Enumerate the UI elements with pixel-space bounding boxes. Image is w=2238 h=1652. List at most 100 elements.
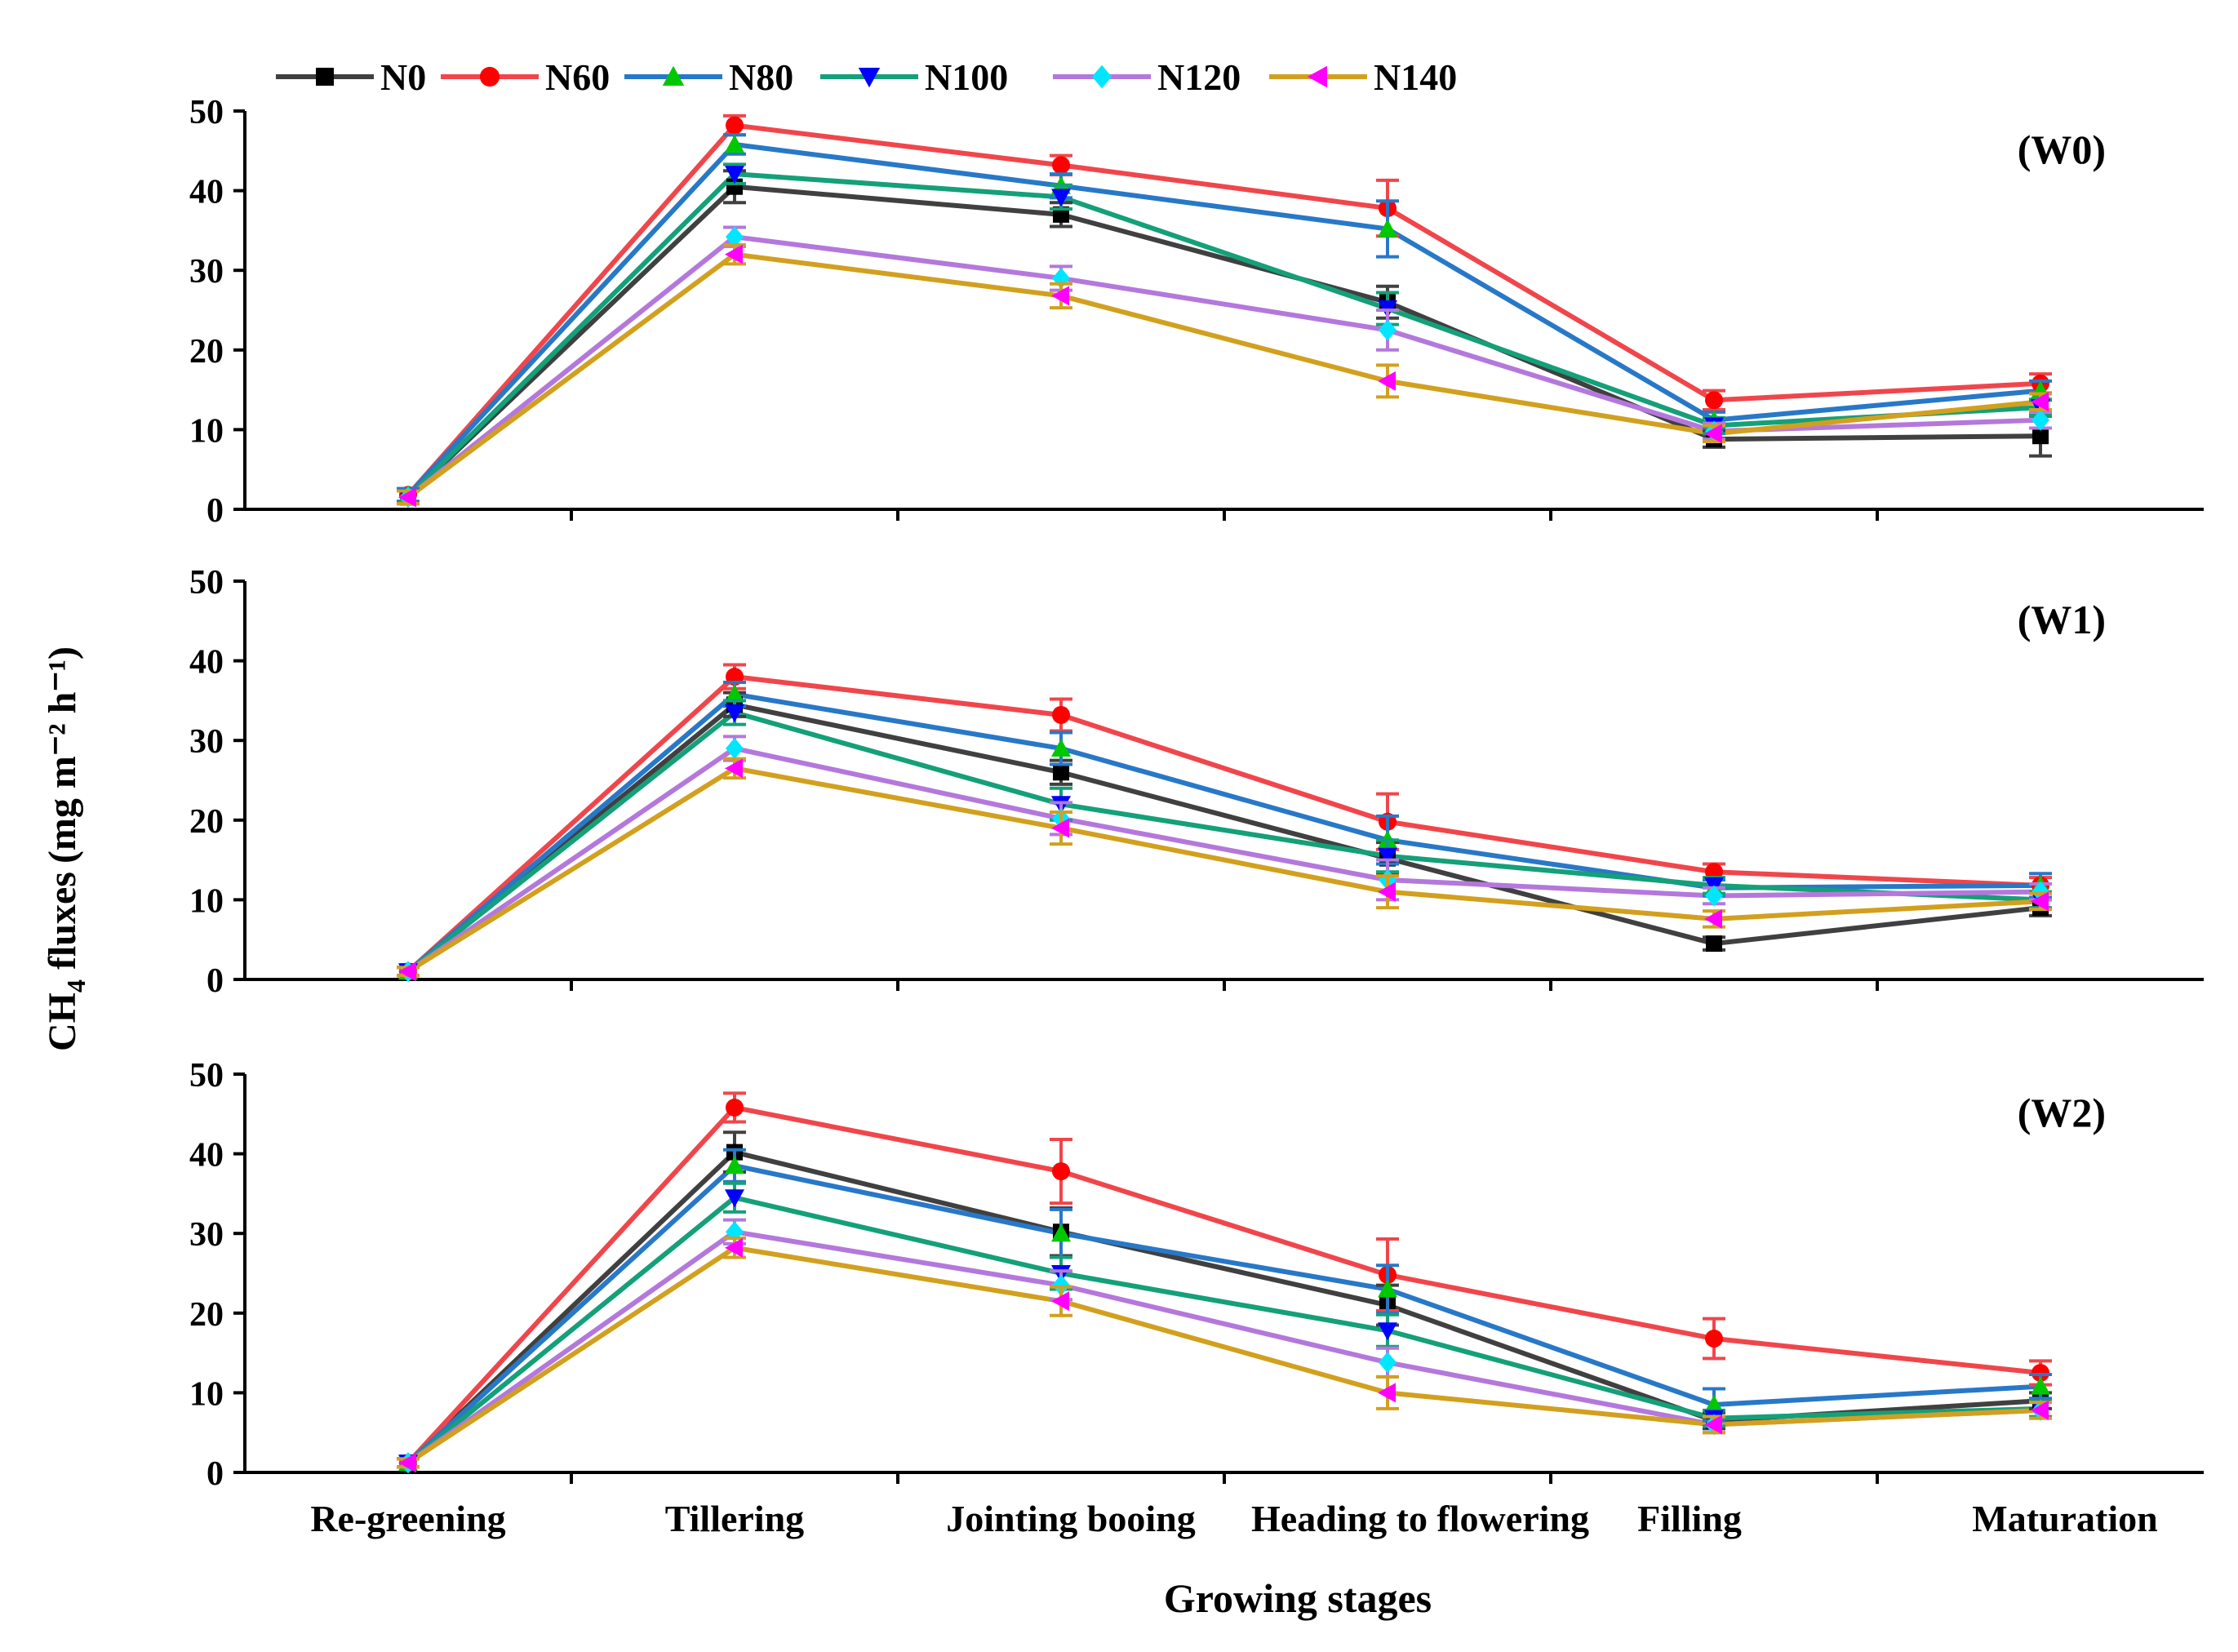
data-point xyxy=(725,134,744,153)
data-point xyxy=(1051,1223,1071,1242)
data-point xyxy=(2031,891,2049,912)
data-point xyxy=(1378,219,1397,238)
data-point xyxy=(725,244,743,264)
x-axis: Re-greening Tillering Jointing booing Headi… xyxy=(310,1498,2157,1539)
y-tick-label: 10 xyxy=(189,412,224,450)
y-tick-label: 50 xyxy=(189,94,224,131)
data-point xyxy=(725,684,744,703)
y-tick-label: 40 xyxy=(189,174,224,211)
data-point xyxy=(725,704,744,723)
y-axis-title-unit: (mg m⁻² h⁻¹) xyxy=(41,646,84,864)
data-point xyxy=(1053,764,1069,781)
series-line-n80 xyxy=(406,1163,2041,1465)
series-line-n60 xyxy=(406,122,2041,497)
legend-label: N0 xyxy=(380,56,426,98)
y-tick-label: 50 xyxy=(189,564,224,602)
x-tick-label: Tillering xyxy=(665,1498,804,1539)
series-line-n120 xyxy=(406,234,2041,500)
data-point xyxy=(2031,1400,2049,1420)
data-point xyxy=(725,1237,743,1258)
series-points-n140 xyxy=(397,242,2052,508)
y-axis-title: CH4 fluxes (mg m⁻² h⁻¹) xyxy=(41,646,91,1051)
data-point xyxy=(1704,424,1722,444)
panel-w1: 0 10 20 30 40 50 (W1) xyxy=(189,564,2204,1000)
x-tick-label: Filling xyxy=(1637,1498,1742,1539)
y-axis-title-rest: fluxes xyxy=(41,872,84,979)
x-tick-label: Maturation xyxy=(1972,1498,2157,1539)
series-points-n140 xyxy=(397,757,2052,982)
data-point xyxy=(2032,428,2049,445)
legend-item-n120: N120 xyxy=(1053,56,1241,98)
legend-label: N120 xyxy=(1157,56,1241,98)
data-point xyxy=(1706,935,1722,953)
legend-item-n80: N80 xyxy=(624,56,793,98)
legend-marker xyxy=(858,68,881,88)
data-point xyxy=(1051,738,1071,757)
data-point xyxy=(725,1156,744,1175)
y-tick-label: 30 xyxy=(189,723,224,761)
series-line-n0 xyxy=(406,702,2041,974)
series-line-n100 xyxy=(406,1195,2041,1465)
panel-label: (W1) xyxy=(2018,597,2106,642)
data-point xyxy=(1378,1279,1397,1298)
panel-label: (W0) xyxy=(2018,127,2106,172)
y-tick-label: 10 xyxy=(189,1375,224,1413)
data-point xyxy=(726,1098,744,1117)
y-tick-label: 30 xyxy=(189,253,224,291)
y-tick-label: 20 xyxy=(189,803,224,841)
data-point xyxy=(1705,1330,1723,1348)
x-tick-label: Heading to flowering xyxy=(1251,1498,1589,1539)
legend-item-n60: N60 xyxy=(441,56,610,98)
panel-w0: 0 10 20 30 40 50 (W0) xyxy=(189,94,2204,530)
y-tick-label: 30 xyxy=(189,1216,224,1254)
series-points-n140 xyxy=(397,1237,2052,1473)
legend-marker xyxy=(1091,64,1112,89)
data-point xyxy=(1051,818,1069,838)
legend-marker xyxy=(662,65,685,86)
data-point xyxy=(2031,1376,2050,1395)
data-point xyxy=(1051,1291,1069,1312)
legend-item-n0: N0 xyxy=(276,56,426,98)
data-point xyxy=(2031,392,2049,412)
legend-marker xyxy=(1307,65,1327,88)
panel-w2: 0 10 20 30 40 50 (W2) xyxy=(189,1057,2204,1493)
legend-label: N100 xyxy=(925,56,1008,98)
x-tick-label: Re-greening xyxy=(310,1498,505,1539)
data-point xyxy=(2032,409,2049,431)
data-point xyxy=(1378,847,1397,866)
legend-marker xyxy=(479,66,500,87)
panels: 0 10 20 30 40 50 (W0) 0 10 20 30 40 50 (W1) 0 10 20 30 40 5… xyxy=(189,94,2204,1493)
y-tick-label: 40 xyxy=(189,1137,224,1175)
series-line-n100 xyxy=(406,171,2041,500)
y-tick-label: 10 xyxy=(189,882,224,920)
legend-label: N80 xyxy=(729,56,793,98)
data-point xyxy=(1705,391,1723,410)
series-line-n120 xyxy=(406,745,2041,974)
data-point xyxy=(725,166,744,184)
data-point xyxy=(726,116,744,135)
data-point xyxy=(1378,882,1396,902)
data-point xyxy=(725,1189,744,1208)
series-line-n140 xyxy=(406,766,2041,974)
data-point xyxy=(1051,189,1071,207)
series-line-n140 xyxy=(406,1245,2041,1465)
series-line-n60 xyxy=(406,1104,2041,1465)
series-points-n120 xyxy=(397,225,2052,508)
y-tick-label: 20 xyxy=(189,1296,224,1334)
data-point xyxy=(1052,705,1070,724)
y-tick-label: 20 xyxy=(189,333,224,371)
data-point xyxy=(1379,1352,1397,1374)
y-axis-title-subscript: 4 xyxy=(61,979,91,993)
y-tick-label: 0 xyxy=(206,492,224,530)
data-point xyxy=(398,961,416,982)
panel-label: (W2) xyxy=(2018,1090,2106,1135)
series-line-n100 xyxy=(406,710,2041,974)
y-tick-label: 0 xyxy=(206,1455,224,1493)
legend-item-n100: N100 xyxy=(820,56,1008,98)
series-line-n80 xyxy=(406,141,2041,497)
legend: N0 N60 N80 N100 N120 N140 xyxy=(276,56,1457,98)
data-point xyxy=(1051,286,1069,306)
series-line-n0 xyxy=(406,184,2041,500)
